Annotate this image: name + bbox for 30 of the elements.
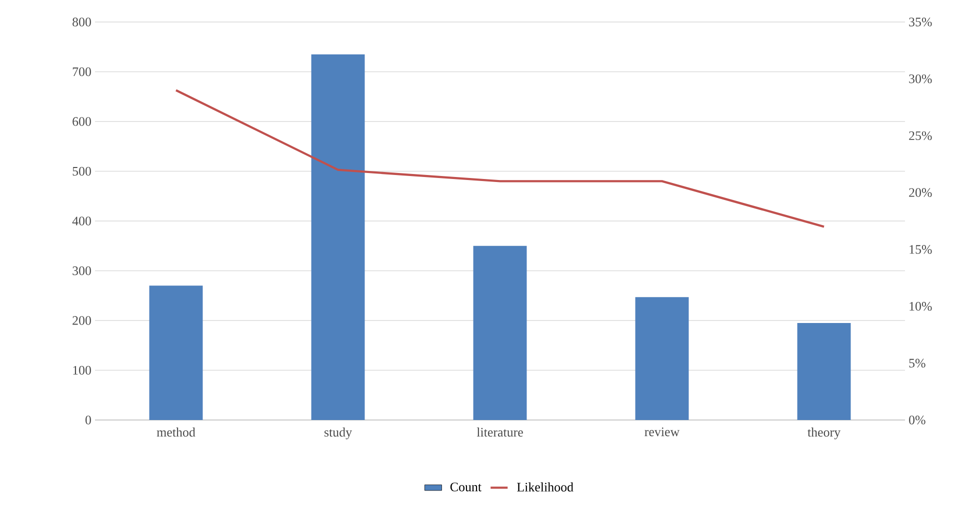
y2-tick-label: 15% <box>910 245 932 254</box>
y2-tick-label: 20% <box>909 188 932 197</box>
x-tick-label: literature <box>476 428 523 437</box>
y-tick-label: 500 <box>72 166 91 176</box>
y-tick-label: 300 <box>72 266 91 276</box>
legend-label: Likelihood <box>517 482 574 492</box>
line-series <box>174 89 826 228</box>
y2-tick-label: 25% <box>909 131 932 140</box>
y-tick-label: 100 <box>73 366 91 375</box>
y2-tick-label: 35% <box>909 18 932 26</box>
x-tick-label: review <box>644 428 680 436</box>
bar <box>797 322 851 420</box>
y2-tick-label: 0% <box>909 416 926 424</box>
y-tick-label: 0 <box>86 416 91 424</box>
y-tick-label: 400 <box>72 216 91 226</box>
bar <box>149 286 203 420</box>
y-tick-label: 200 <box>72 316 91 325</box>
bar <box>311 54 365 420</box>
legend-label: Count <box>450 482 482 492</box>
y-tick-label: 800 <box>72 18 91 26</box>
bar <box>473 246 527 420</box>
x-tick-label: theory <box>808 428 840 440</box>
y2-tick-label: 10% <box>910 302 932 311</box>
bar <box>635 297 689 420</box>
x-tick-label: study <box>324 428 352 440</box>
y2-tick-label: 30% <box>909 74 932 84</box>
y2-tick-label: 5% <box>909 358 926 368</box>
y-tick-label: 700 <box>72 67 91 76</box>
y-tick-label: 600 <box>72 117 91 126</box>
x-tick-label: method <box>156 428 196 437</box>
